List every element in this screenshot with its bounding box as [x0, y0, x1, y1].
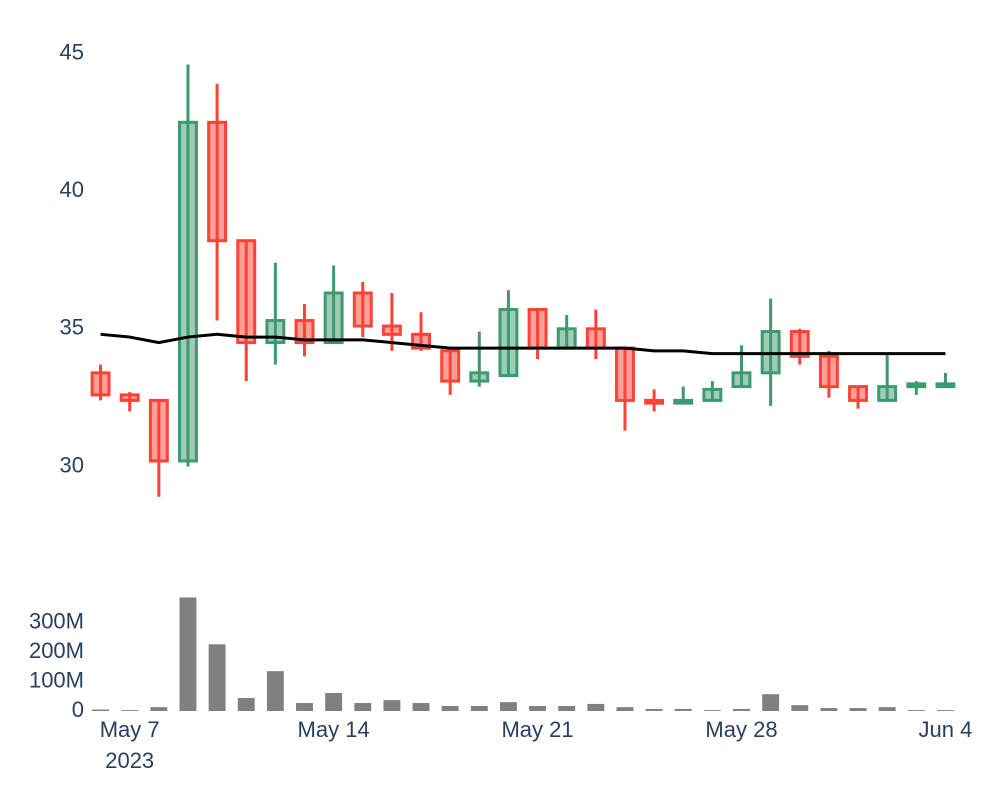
candle-body — [352, 291, 373, 328]
candle-body — [323, 291, 344, 345]
volume-bar — [529, 705, 547, 711]
volume-bar — [325, 693, 343, 711]
volume-bar — [237, 698, 255, 711]
volume-bar — [412, 703, 430, 711]
candle-body — [469, 371, 490, 383]
candle-body — [702, 387, 723, 402]
volume-bar — [936, 710, 954, 711]
candle-body — [178, 120, 198, 463]
volume-bar — [266, 671, 284, 711]
candle-body — [498, 308, 519, 378]
volume-bar — [208, 644, 226, 711]
candle-body — [818, 354, 839, 389]
candle-body — [207, 120, 228, 243]
candle-body — [265, 319, 286, 345]
x-tick-label: May 21 — [501, 717, 573, 742]
y-tick-label: 35 — [60, 315, 84, 340]
candle-body — [119, 393, 140, 402]
candle-body — [877, 385, 898, 402]
volume-bar — [762, 694, 780, 711]
candle-body — [906, 382, 927, 389]
candle-body — [381, 324, 402, 336]
volume-tick-label: 200M — [29, 638, 84, 663]
y-tick-label: 30 — [60, 452, 84, 477]
volume-bar — [92, 709, 110, 711]
volume-tick-label: 100M — [29, 667, 84, 692]
volume-bar — [907, 710, 925, 711]
candle-body — [556, 327, 577, 350]
candle-body — [673, 398, 694, 405]
volume-bar — [703, 710, 721, 711]
volume-bar — [121, 710, 139, 711]
candle-body — [789, 330, 810, 358]
candle-body — [585, 327, 606, 350]
candle-body — [848, 385, 868, 402]
volume-bar — [470, 705, 488, 711]
volume-tick-label: 300M — [29, 608, 84, 633]
x-tick-label: May 14 — [298, 717, 370, 742]
volume-bar — [150, 707, 168, 711]
candle-body — [236, 239, 257, 345]
volume-bar — [849, 708, 867, 711]
y-tick-label: 45 — [60, 39, 84, 64]
volume-bar — [558, 705, 576, 711]
x-tick-label: Jun 4 — [919, 717, 973, 742]
y-tick-label: 40 — [60, 177, 84, 202]
volume-bar — [878, 707, 896, 711]
volume-bar — [616, 707, 634, 711]
volume-tick-label: 0 — [72, 697, 84, 722]
volume-bar — [383, 700, 401, 711]
candle-body — [731, 371, 752, 389]
x-tick-label: May 28 — [705, 717, 777, 742]
candle-body — [935, 382, 956, 389]
volume-bar — [499, 702, 517, 711]
volume-bar — [179, 597, 197, 711]
candle-body — [294, 319, 315, 345]
candle-body — [527, 308, 548, 350]
candle-body — [90, 371, 111, 397]
candle-body — [644, 398, 665, 405]
candle-body — [148, 398, 169, 463]
volume-bar — [587, 703, 605, 711]
volume-bar — [441, 705, 459, 711]
volume-bar — [354, 703, 372, 711]
candle-body — [615, 346, 635, 402]
volume-bar — [674, 708, 692, 711]
volume-bar — [733, 708, 750, 711]
volume-bar — [296, 703, 313, 711]
x-tick-label: May 7 — [100, 717, 160, 742]
volume-bar — [820, 708, 838, 711]
candle-body — [440, 349, 461, 383]
moving-average-line — [100, 332, 946, 356]
x-year-label: 2023 — [105, 748, 154, 773]
volume-bar — [645, 708, 663, 711]
volume-bar — [791, 705, 809, 711]
